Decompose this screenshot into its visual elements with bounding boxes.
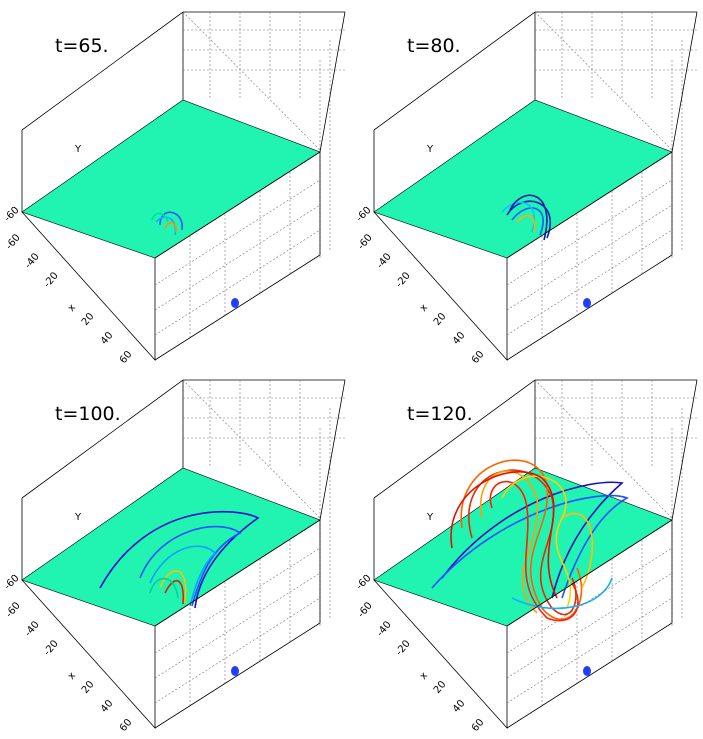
y-tick: -60 <box>354 205 373 224</box>
x-label: x <box>418 670 430 682</box>
field-line <box>511 577 613 610</box>
x-tick-label: 60 <box>118 349 135 366</box>
field-line <box>159 570 187 604</box>
box-grid <box>534 379 697 628</box>
x-label: x <box>66 670 78 682</box>
front-grid <box>154 172 321 337</box>
panel-title: t=80. <box>407 35 461 57</box>
field-line <box>441 481 624 599</box>
plane <box>21 99 321 259</box>
box-grid <box>182 379 345 628</box>
x-tick-label: 20 <box>80 679 97 696</box>
y-label: Y <box>426 144 434 155</box>
x-tick-label: -20 <box>394 638 413 658</box>
field-line <box>450 471 558 599</box>
field-line <box>509 194 548 241</box>
y-label: Y <box>74 144 82 155</box>
x-tick-label: 60 <box>470 349 487 366</box>
x-tick-label: 60 <box>118 717 135 734</box>
field-line <box>460 459 583 621</box>
front-grid <box>506 172 673 337</box>
box-front <box>21 379 346 730</box>
field-line <box>99 510 260 609</box>
field-line <box>479 470 539 614</box>
y-tick: -60 <box>2 205 21 224</box>
field-line <box>149 577 179 599</box>
y-tick: -60 <box>354 573 373 592</box>
box-grid <box>182 11 345 260</box>
x-tick-label: -40 <box>375 251 394 271</box>
x-tick-label: -20 <box>394 270 413 290</box>
footpoint <box>231 666 239 676</box>
x-label: x <box>66 302 78 314</box>
field-line <box>151 212 169 223</box>
x-tick-label: -20 <box>42 270 61 290</box>
x-tick-label: 40 <box>99 330 116 347</box>
x-tick-label: 60 <box>470 717 487 734</box>
x-tick-label: -60 <box>4 600 23 620</box>
x-tick-label: 20 <box>80 311 97 328</box>
y-tick: -60 <box>2 573 21 592</box>
panel-title: t=65. <box>55 35 109 57</box>
x-tick-label: -60 <box>356 232 375 252</box>
field-line <box>489 480 579 622</box>
x-tick-label: -60 <box>356 600 375 620</box>
y-label: Y <box>426 512 434 523</box>
box-front <box>373 379 698 730</box>
x-tick-label: -40 <box>23 251 42 271</box>
box-front <box>373 11 698 362</box>
box-grid <box>534 11 697 260</box>
x-tick-label: 20 <box>432 311 449 328</box>
field-line <box>431 494 629 599</box>
field-line <box>506 200 552 239</box>
x-tick-label: -20 <box>42 638 61 658</box>
field-line <box>511 207 544 236</box>
field-line <box>139 525 242 607</box>
x-tick-label: 40 <box>99 698 116 715</box>
field-line <box>155 216 177 236</box>
x-tick-label: 40 <box>451 330 468 347</box>
x-tick-label: -60 <box>4 232 23 252</box>
field-line <box>159 211 183 231</box>
plane <box>21 467 321 627</box>
field-line <box>164 221 178 233</box>
box-front <box>21 11 346 362</box>
panel-title: t=100. <box>55 403 121 425</box>
x-label: x <box>418 302 430 314</box>
x-tick-label: -40 <box>23 619 42 639</box>
x-tick-label: -40 <box>375 619 394 639</box>
footpoint <box>583 298 591 308</box>
x-tick-label: 20 <box>432 679 449 696</box>
front-grid <box>506 540 673 705</box>
plane <box>373 99 673 259</box>
field-line <box>149 545 217 607</box>
footpoint <box>583 666 591 676</box>
field-line <box>164 580 185 605</box>
y-label: Y <box>74 512 82 523</box>
front-grid <box>154 540 321 705</box>
footpoint <box>231 298 239 308</box>
x-tick-label: 40 <box>451 698 468 715</box>
field-line <box>516 214 536 233</box>
panel-title: t=120. <box>407 403 473 425</box>
